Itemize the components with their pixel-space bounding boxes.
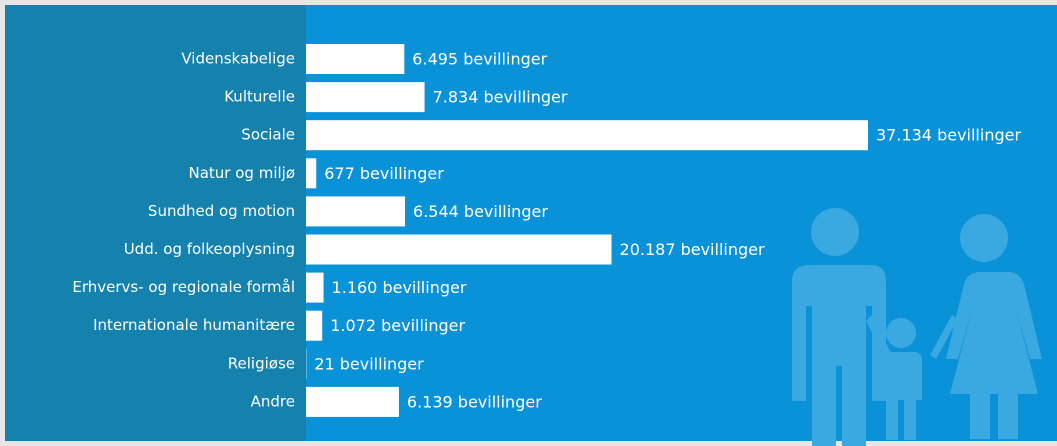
- bar: [306, 386, 399, 417]
- value-label: 1.160 bevillinger: [332, 278, 467, 297]
- category-label: Sundhed og motion: [148, 202, 295, 220]
- value-label: 6.139 bevillinger: [407, 392, 542, 411]
- bar: [306, 272, 324, 303]
- left-panel: [5, 5, 306, 441]
- value-label: 37.134 bevillinger: [876, 126, 1021, 145]
- value-label: 677 bevillinger: [324, 164, 444, 183]
- bar: [306, 196, 406, 227]
- bar: [306, 310, 323, 341]
- value-label: 7.834 bevillinger: [433, 88, 568, 107]
- bar: [306, 158, 317, 189]
- family-illustration: [792, 208, 1042, 446]
- bar: [306, 82, 425, 113]
- category-label: Videnskabelige: [181, 50, 295, 68]
- bar: [306, 120, 868, 151]
- bar: [306, 234, 612, 265]
- value-label: 1.072 bevillinger: [330, 316, 465, 335]
- category-label: Kulturelle: [224, 88, 295, 106]
- category-label: Erhvervs- og regionale formål: [72, 278, 295, 296]
- right-panel: [306, 5, 1057, 441]
- bar: [306, 44, 405, 74]
- category-label: Andre: [251, 392, 295, 410]
- category-label: Sociale: [241, 126, 295, 144]
- value-label: 6.544 bevillinger: [413, 202, 548, 221]
- value-label: 20.187 bevillinger: [620, 240, 765, 259]
- category-label: Internationale humanitære: [93, 316, 295, 334]
- value-label: 6.495 bevillinger: [412, 50, 547, 69]
- value-label: 21 bevillinger: [314, 354, 424, 373]
- category-label: Religiøse: [228, 354, 295, 372]
- category-label: Natur og miljø: [189, 164, 296, 182]
- category-label: Udd. og folkeoplysning: [124, 240, 295, 258]
